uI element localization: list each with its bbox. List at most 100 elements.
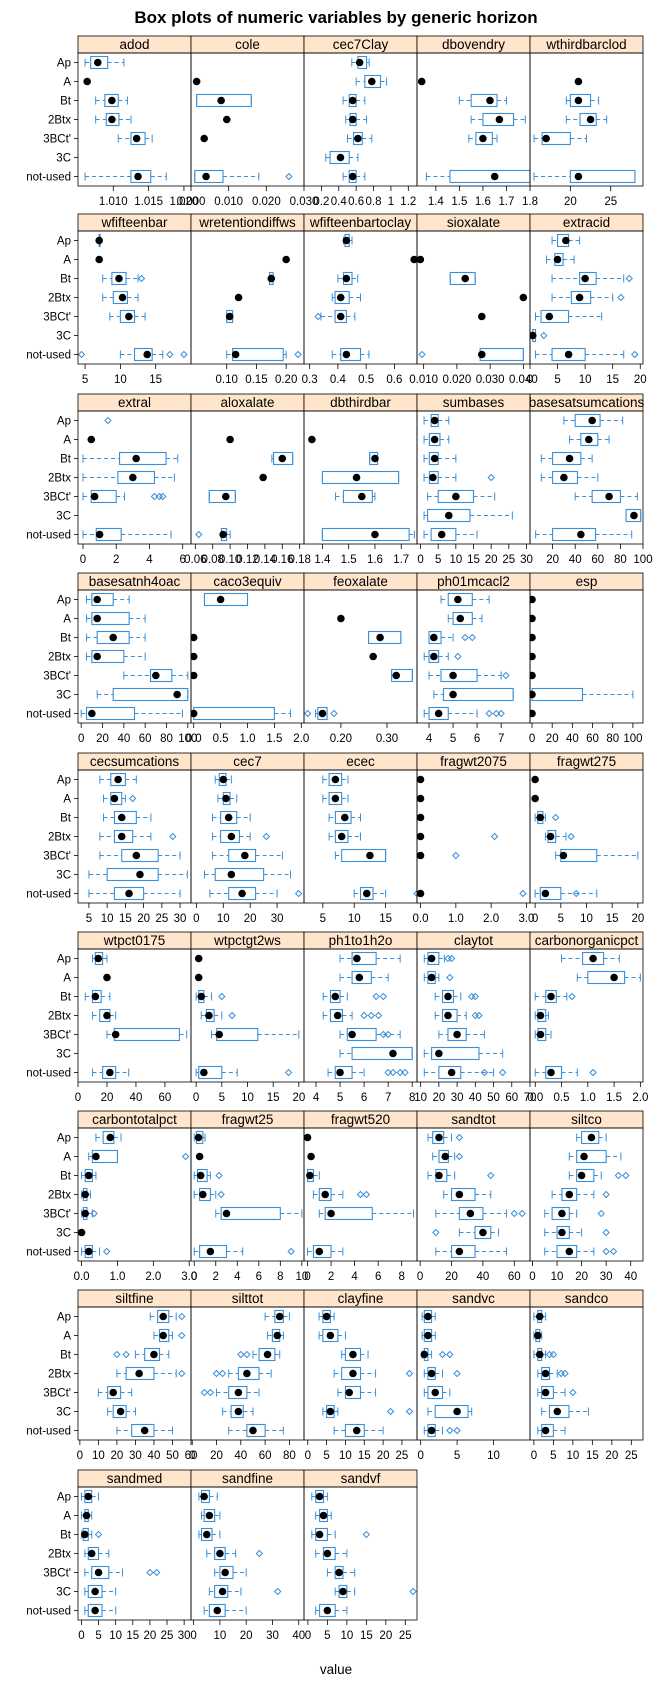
single-value-dot — [410, 255, 417, 264]
outlier-point — [452, 851, 460, 860]
x-tick-label: 1.5 — [341, 554, 357, 566]
x-tick-label: 15 — [379, 913, 392, 925]
box-3BCt' — [440, 668, 478, 683]
x-tick-label: 15 — [606, 913, 619, 925]
strip-label: silttot — [232, 1291, 264, 1306]
panel-border — [529, 410, 644, 545]
x-tick-label: 10 — [92, 1450, 105, 1462]
median-dot — [219, 530, 227, 539]
x-tick-label: 10 — [339, 1450, 352, 1462]
box-A — [364, 74, 382, 89]
x-tick-label: 1.0 — [240, 733, 256, 745]
x-tick-label: 60 — [591, 554, 604, 566]
box-Bt — [545, 989, 557, 1004]
x-tick-label: 0.0 — [186, 733, 202, 745]
median-dot — [116, 1407, 125, 1416]
median-dot — [586, 115, 595, 124]
box-Ap — [90, 55, 109, 70]
box-3C — [556, 1225, 570, 1240]
x-tick-label: 0.5 — [213, 733, 229, 745]
panel-plot-area — [225, 255, 302, 362]
outlier-point — [102, 1247, 111, 1256]
panel-plot-area — [423, 413, 513, 542]
box-2Btx — [321, 470, 400, 485]
x-tick-label: 10 — [214, 1630, 227, 1642]
box-3C — [431, 1046, 480, 1061]
panel-fragwt275: fragwt275 0 5 10 15 20 — [529, 752, 644, 925]
box-3BCt' — [324, 1206, 373, 1221]
outlier-point — [453, 1426, 461, 1435]
panel-plot-area — [427, 1130, 526, 1259]
median-dot — [336, 1068, 344, 1077]
category-label: Bt — [60, 274, 72, 286]
x-tick-label: 0.15 — [245, 374, 267, 386]
median-dot — [88, 709, 96, 718]
median-dot — [134, 172, 142, 181]
median-dot — [530, 690, 536, 699]
box-not-used — [552, 527, 597, 542]
x-tick-label: 10 — [580, 913, 593, 925]
box-3C — [531, 687, 584, 702]
median-dot — [427, 954, 436, 963]
x-tick-label: 0 — [193, 913, 199, 925]
x-tick-label: 40 — [292, 1630, 305, 1642]
x-tick-label: 20 — [377, 1450, 390, 1462]
x-tick-label: 1.4 — [428, 196, 445, 208]
strip-label: wretentiondiffws — [198, 215, 296, 230]
x-tick-label: 100 — [623, 733, 642, 745]
x-tick-label: 0.030 — [476, 374, 505, 386]
median-dot — [541, 1426, 550, 1435]
x-tick-label: 20 — [292, 1092, 305, 1104]
x-tick-label: 1.015 — [134, 196, 163, 208]
median-dot — [93, 614, 101, 623]
box-2Btx — [334, 290, 350, 305]
category-label: A — [63, 614, 71, 626]
outlier-point — [287, 1247, 295, 1256]
panel-plot-area — [198, 1489, 282, 1618]
panel-border — [77, 1127, 192, 1262]
median-dot — [81, 1530, 89, 1539]
median-dot — [108, 115, 116, 124]
median-dot — [574, 96, 583, 105]
box-Ap — [110, 772, 126, 787]
x-tick-label: 30 — [451, 1092, 464, 1104]
median-dot — [115, 274, 123, 283]
box-Bt — [258, 1347, 276, 1362]
x-tick-label: 1.020 — [170, 196, 199, 208]
x-tick-label: 3.0 — [518, 913, 534, 925]
x-tick-label: 6 — [474, 733, 480, 745]
x-tick-label: 2.0 — [632, 1092, 648, 1104]
median-dot — [81, 1190, 89, 1199]
x-tick-label: 1.5 — [451, 196, 467, 208]
box-Ap — [91, 592, 114, 607]
category-label: A — [63, 973, 71, 985]
outlier-point — [614, 1171, 623, 1180]
box-Bt — [144, 1347, 161, 1362]
median-dot — [479, 134, 487, 143]
x-tick-label: 0 — [417, 554, 423, 566]
x-tick-label: 25 — [161, 1630, 174, 1642]
box-3BCt' — [91, 1565, 110, 1580]
outlier-point — [447, 954, 456, 963]
median-dot — [342, 350, 351, 359]
strip-label: dbovendry — [442, 37, 505, 52]
median-dot — [326, 1407, 335, 1416]
box-3C — [338, 1584, 348, 1599]
median-dot — [435, 1133, 443, 1142]
panel-siltfine: siltfine 0 10 20 30 40 50 60 Ap A Bt 2Btx 3BCt' 3C not… — [26, 1289, 197, 1462]
box-not-used — [430, 527, 457, 542]
single-value-dot — [83, 77, 91, 86]
category-label: Bt — [60, 633, 72, 645]
single-value-dot — [417, 832, 425, 841]
median-dot — [371, 454, 379, 463]
category-label: Bt — [60, 1530, 72, 1542]
panel-cecsumcations: cecsumcations 5 10 15 20 25 30 Ap A Bt 2Btx 3BCt' 3C… — [26, 752, 192, 925]
x-tick-label: 1 — [388, 196, 394, 208]
strip-label: ph1to1h2o — [329, 933, 393, 948]
median-dot — [584, 435, 593, 444]
median-dot — [605, 492, 613, 501]
box-Bt — [569, 93, 592, 108]
median-dot — [150, 1350, 158, 1359]
strip-label: claytot — [454, 933, 493, 948]
